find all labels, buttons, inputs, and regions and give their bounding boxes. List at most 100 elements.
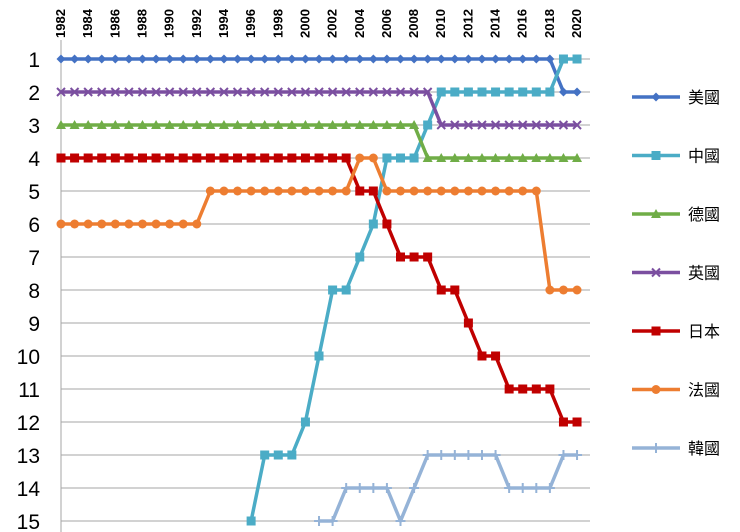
data-point: [423, 120, 433, 130]
data-point: [436, 285, 446, 295]
data-point: [558, 54, 568, 64]
data-point: [409, 153, 419, 163]
data-point: [178, 87, 188, 97]
data-point: [300, 153, 310, 163]
data-point: [178, 153, 188, 163]
data-point: [355, 186, 365, 196]
x-tick-label: 2012: [460, 9, 475, 38]
data-point: [83, 153, 93, 163]
data-point: [463, 186, 473, 196]
data-point: [246, 516, 256, 526]
data-point: [218, 120, 229, 129]
data-point: [70, 54, 80, 64]
x-tick-label: 1984: [80, 8, 95, 38]
x-tick-label: 2002: [325, 9, 340, 38]
data-point: [518, 384, 528, 394]
y-tick-label: 9: [28, 313, 40, 336]
data-point: [246, 186, 256, 196]
data-point: [368, 483, 379, 493]
legend-label: 韓國: [688, 439, 720, 458]
data-point: [69, 120, 80, 129]
data-point: [572, 54, 582, 64]
y-tick-label: 10: [17, 346, 40, 369]
data-point: [260, 153, 270, 163]
data-point: [300, 417, 310, 427]
x-tick-label: 2006: [379, 9, 394, 38]
data-point: [572, 285, 582, 295]
legend-label: 英國: [688, 264, 720, 283]
data-point: [56, 120, 66, 129]
data-point: [314, 54, 324, 64]
legend-label: 日本: [688, 322, 720, 341]
data-point: [151, 120, 162, 129]
data-point: [572, 450, 583, 460]
data-point: [381, 483, 392, 493]
data-point: [341, 54, 351, 64]
y-tick-label: 4: [28, 148, 40, 171]
data-point: [70, 219, 80, 229]
data-point: [491, 87, 501, 97]
data-point: [558, 153, 569, 162]
data-point: [123, 120, 134, 129]
series-line: [61, 123, 577, 160]
data-point: [165, 54, 175, 64]
data-point: [395, 87, 406, 97]
data-point: [192, 219, 202, 229]
data-point: [205, 186, 215, 196]
data-point: [504, 483, 515, 493]
data-point: [273, 54, 283, 64]
legend-label: 德國: [688, 205, 720, 224]
data-point: [328, 285, 338, 295]
data-point: [355, 54, 365, 64]
data-point: [463, 318, 473, 328]
series-英國: [56, 87, 582, 130]
data-point: [545, 285, 555, 295]
y-tick-label: 15: [17, 511, 40, 532]
data-point: [477, 120, 487, 130]
data-point: [246, 120, 257, 129]
data-point: [518, 120, 528, 130]
data-point: [396, 186, 405, 196]
data-point: [381, 120, 392, 129]
data-point: [354, 483, 365, 493]
data-point: [504, 120, 514, 130]
data-point: [409, 252, 419, 262]
data-point: [300, 186, 310, 196]
data-point: [409, 120, 420, 129]
data-point: [124, 219, 134, 229]
data-point: [341, 483, 352, 493]
data-point: [463, 450, 474, 460]
data-point: [436, 120, 446, 130]
data-point: [382, 87, 392, 97]
data-point: [314, 120, 325, 129]
series-法國: [56, 153, 582, 295]
data-point: [368, 87, 379, 97]
y-tick-label: 5: [28, 181, 40, 204]
data-point: [83, 54, 93, 64]
data-point: [327, 87, 338, 97]
data-point: [531, 153, 542, 162]
data-point: [531, 186, 541, 196]
x-tick-label: 1988: [134, 9, 149, 38]
data-point: [491, 351, 501, 361]
y-tick-label: 8: [28, 280, 40, 303]
y-tick-label: 3: [28, 115, 40, 138]
legend-label: 美國: [688, 88, 720, 107]
data-point: [491, 186, 501, 196]
data-point: [287, 186, 297, 196]
data-point: [558, 120, 569, 130]
data-point: [246, 87, 256, 97]
data-point: [531, 54, 541, 64]
data-point: [327, 516, 338, 526]
data-point: [558, 87, 568, 97]
x-tick-label: 1992: [189, 9, 204, 38]
data-point: [97, 87, 107, 97]
legend-marker: [651, 385, 661, 394]
data-point: [491, 54, 501, 64]
data-point: [477, 351, 487, 361]
data-point: [544, 483, 555, 493]
data-point: [341, 285, 351, 295]
data-point: [436, 450, 447, 460]
